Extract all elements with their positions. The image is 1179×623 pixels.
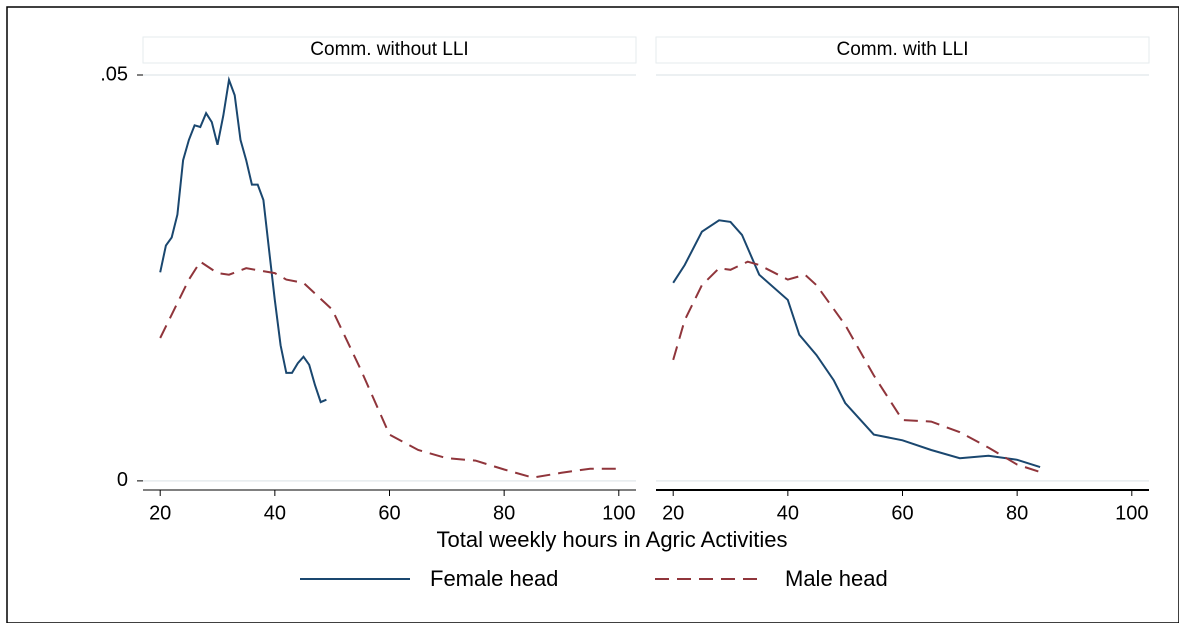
x-tick-label: 60: [378, 502, 400, 524]
panel-title: Comm. without LLI: [310, 39, 468, 60]
x-tick-label: 80: [1006, 502, 1028, 524]
x-tick-label: 100: [1115, 502, 1148, 524]
x-tick-label: 40: [264, 502, 286, 524]
x-tick-label: 100: [602, 502, 635, 524]
panel-strip: [142, 36, 637, 64]
x-tick-label: 60: [891, 502, 913, 524]
frame: [6, 6, 1179, 623]
y-tick-label: 0: [117, 469, 128, 491]
legend-label: Female head: [430, 566, 558, 591]
x-tick-label: 20: [149, 502, 171, 524]
x-tick-label: 20: [662, 502, 684, 524]
panel-strip: [655, 36, 1150, 64]
series-line: [159, 260, 619, 479]
series-line: [159, 75, 327, 404]
y-tick-label: .05: [100, 63, 128, 85]
panel-title: Comm. with LLI: [837, 39, 969, 60]
legend-label: Male head: [785, 566, 888, 591]
series-line: [672, 219, 1041, 469]
x-axis-title: Total weekly hours in Agric Activities: [437, 527, 788, 552]
x-tick-label: 80: [493, 502, 515, 524]
x-tick-label: 40: [777, 502, 799, 524]
series-line: [672, 260, 1041, 473]
